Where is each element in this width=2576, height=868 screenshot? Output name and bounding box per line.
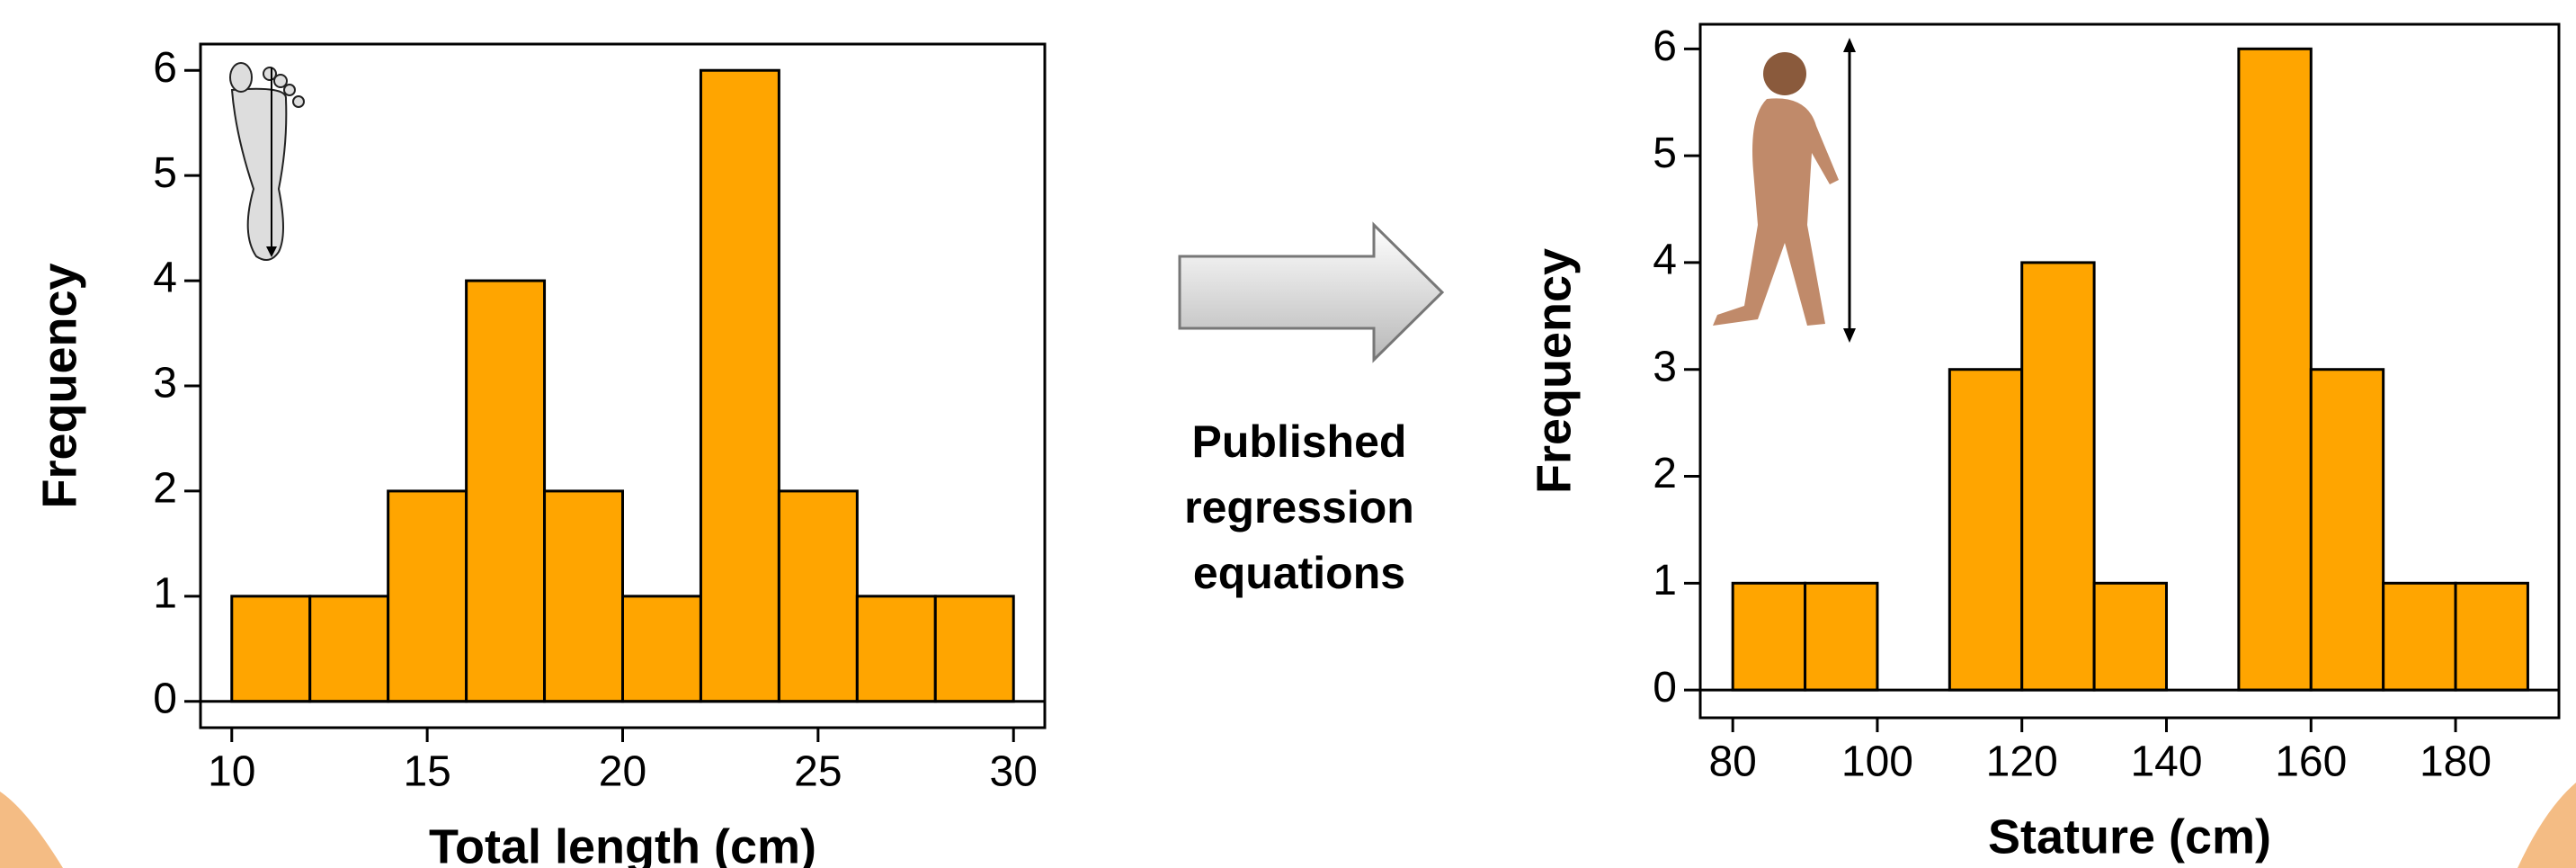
bar bbox=[621, 595, 702, 703]
y-tick-label: 6 bbox=[1653, 22, 1677, 70]
x-tick-label: 120 bbox=[1986, 738, 2058, 786]
annotation: equations bbox=[1193, 548, 1405, 598]
y-tick-label: 2 bbox=[153, 465, 177, 513]
bar bbox=[2092, 581, 2168, 692]
x-tick-label: 100 bbox=[1841, 738, 1913, 786]
x-axis-label: Stature (cm) bbox=[1988, 810, 2271, 864]
x-tick-label: 15 bbox=[403, 748, 450, 796]
bar bbox=[1731, 581, 1807, 692]
annotation: Published bbox=[1192, 416, 1407, 467]
y-tick-label: 5 bbox=[153, 149, 177, 197]
bar bbox=[2454, 581, 2529, 692]
bar bbox=[2309, 368, 2385, 692]
y-axis-label: Frequency bbox=[1527, 248, 1581, 494]
y-tick-label: 4 bbox=[153, 255, 177, 302]
y-axis-label: Frequency bbox=[32, 263, 86, 508]
y-tick-label: 0 bbox=[153, 675, 177, 722]
annotation: regression bbox=[1184, 482, 1414, 532]
corner-decoration bbox=[2518, 783, 2576, 868]
bar bbox=[1948, 368, 2024, 692]
bar bbox=[699, 68, 780, 703]
x-tick-label: 30 bbox=[990, 748, 1038, 796]
y-tick-label: 2 bbox=[1653, 450, 1677, 497]
bar bbox=[308, 595, 390, 703]
foot-icon bbox=[229, 62, 305, 261]
x-tick-label: 80 bbox=[1708, 738, 1756, 786]
bar bbox=[387, 489, 468, 703]
y-tick-label: 5 bbox=[1653, 130, 1677, 177]
y-tick-label: 3 bbox=[153, 360, 177, 407]
bar bbox=[2237, 47, 2313, 692]
bar bbox=[777, 489, 859, 703]
y-tick-label: 4 bbox=[1653, 237, 1677, 284]
x-tick-label: 25 bbox=[794, 748, 842, 796]
plot-frame bbox=[1698, 22, 2561, 720]
bar bbox=[855, 595, 937, 703]
bar bbox=[465, 279, 547, 703]
bar bbox=[933, 595, 1015, 703]
x-tick-label: 10 bbox=[208, 748, 255, 796]
y-tick-label: 0 bbox=[1653, 664, 1677, 711]
y-tick-label: 1 bbox=[1653, 557, 1677, 604]
y-tick-label: 6 bbox=[153, 44, 177, 92]
x-tick-label: 20 bbox=[599, 748, 646, 796]
bar bbox=[1804, 581, 1879, 692]
x-tick-label: 180 bbox=[2420, 738, 2491, 786]
bar bbox=[2382, 581, 2457, 692]
y-tick-label: 1 bbox=[153, 570, 177, 618]
arrow bbox=[1178, 221, 1445, 363]
y-tick-label: 3 bbox=[1653, 343, 1677, 390]
x-tick-label: 140 bbox=[2130, 738, 2202, 786]
x-axis-label: Total length (cm) bbox=[429, 819, 816, 868]
corner-decoration bbox=[0, 792, 63, 868]
bar bbox=[230, 595, 312, 703]
bar bbox=[543, 489, 624, 703]
x-tick-label: 160 bbox=[2275, 738, 2347, 786]
human-icon bbox=[1713, 38, 1856, 343]
bar bbox=[2020, 261, 2096, 692]
